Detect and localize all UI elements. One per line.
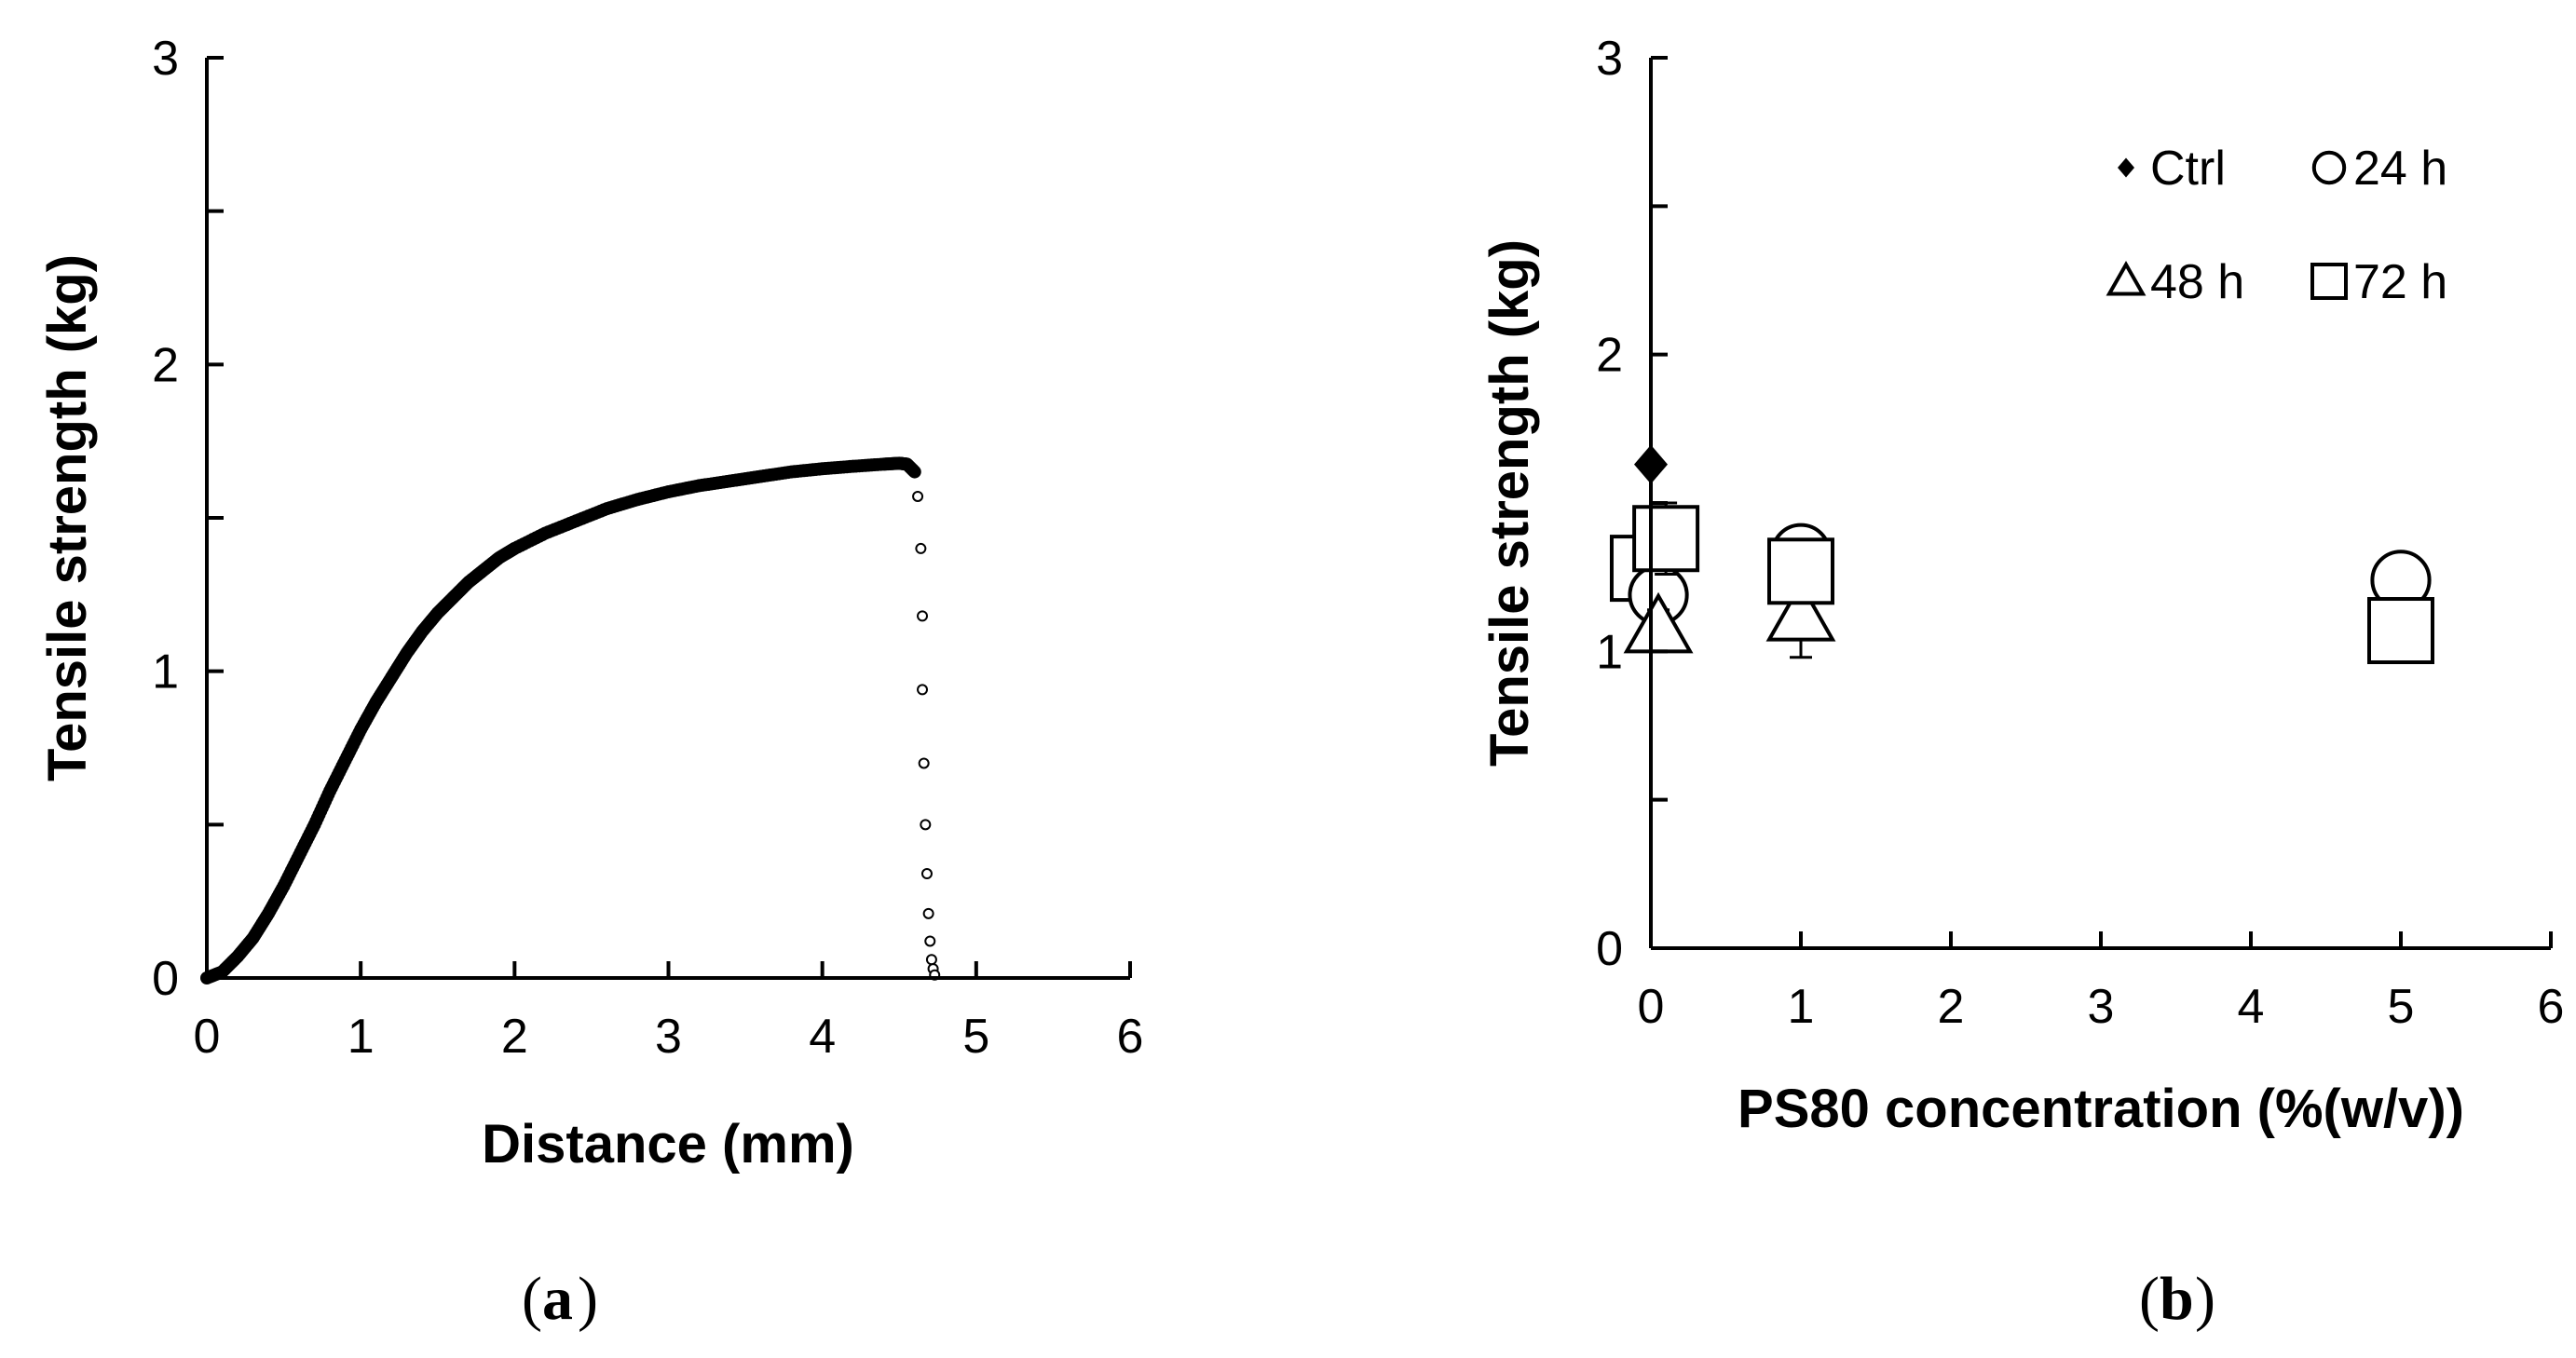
panel-b-legend-label-ctrl: Ctrl <box>2150 142 2226 196</box>
panel-b-legend-label-72-h: 72 h <box>2353 255 2447 309</box>
panel-b-ticks: 0 1 2 3 0 1 2 3 4 5 6 <box>1596 32 2564 1034</box>
panel-b-legend-marker-24-h <box>2311 150 2347 185</box>
panel-a-y-tick-label: 0 <box>152 952 179 1006</box>
panel-a-y-axis-title: Tensile strength (kg) <box>37 254 98 781</box>
panel-b-legend-marker-48-h <box>2106 260 2147 296</box>
panel-b-legend-marker-ctrl <box>2118 157 2134 178</box>
panel-b-x-axis-title: PS80 concentration (%(w/v)) <box>1738 1079 2464 1139</box>
panel-a-drop-point <box>917 610 929 622</box>
panel-b-legend-label-48-h: 48 h <box>2150 255 2244 309</box>
panel-a-x-tick-label: 0 <box>194 1010 221 1064</box>
panel-a-drop-point <box>912 490 924 502</box>
panel-a-label-close-paren: ) <box>578 1265 598 1333</box>
panel-b-point-48-h <box>1765 580 1836 642</box>
panel-a-ticks: 0 1 2 3 0 1 2 3 4 5 6 <box>152 32 1143 1064</box>
panel-a-curve-point <box>907 465 921 479</box>
panel-b-y-tick-label: 3 <box>1596 32 1623 86</box>
panel-a-y-tick-label: 2 <box>152 338 179 392</box>
panel-b-x-tick-label: 4 <box>2238 980 2265 1034</box>
panel-b-x-tick-label: 3 <box>2088 980 2115 1034</box>
panel-a-x-tick-label: 6 <box>1117 1010 1144 1064</box>
panel-a-x-tick-label: 2 <box>501 1010 528 1064</box>
panel-b-y-axis-title: Tensile strength (kg) <box>1479 239 1540 767</box>
panel-b-point-72-h <box>1632 505 1700 573</box>
panel-a-drop-point <box>922 907 934 919</box>
panel-a-x-axis-title: Distance (mm) <box>482 1114 854 1175</box>
panel-b-x-tick-label: 6 <box>2538 980 2565 1034</box>
panel-a-drop-point <box>925 954 937 966</box>
panel-b-y-tick-label: 1 <box>1596 625 1623 679</box>
panel-b-point-72-h <box>2367 597 2434 665</box>
panel-a-plot-marks <box>200 456 941 985</box>
panel-b-label-open-paren: ( <box>2139 1265 2160 1333</box>
panel-b-x-tick-label: 5 <box>2388 980 2415 1034</box>
panel-a-y-tick-label: 3 <box>152 32 179 86</box>
panel-a: 0 1 2 3 0 1 2 3 4 5 6 Distance (mm) Tensile streng… <box>37 32 1143 1333</box>
panel-b-plot-marks <box>1609 444 2434 665</box>
panel-b-label: ( b ) <box>2139 1265 2215 1333</box>
panel-a-drop-point <box>915 542 927 554</box>
panel-a-y-tick-label: 1 <box>152 645 179 699</box>
panel-b-legend-label-24-h: 24 h <box>2353 142 2447 196</box>
panel-a-drop-point <box>917 684 929 696</box>
panel-b-legend-marker-72-h <box>2310 263 2348 300</box>
panel-a-label: ( a ) <box>522 1265 598 1333</box>
panel-a-x-tick-label: 1 <box>348 1010 375 1064</box>
panel-b-label-letter: b <box>2160 1265 2194 1333</box>
panel-b-point-72-h <box>1767 537 1834 605</box>
panel-b-y-tick-label: 0 <box>1596 922 1623 976</box>
panel-b-x-tick-label: 1 <box>1788 980 1815 1034</box>
panel-a-drop-point <box>920 819 932 831</box>
panel-a-x-tick-label: 5 <box>962 1010 989 1064</box>
panel-a-drop-point <box>918 757 930 769</box>
panel-b-label-close-paren: ) <box>2195 1265 2215 1333</box>
panel-a-label-open-paren: ( <box>522 1265 542 1333</box>
panel-a-drop-point <box>924 935 936 947</box>
panel-a-x-tick-label: 3 <box>655 1010 682 1064</box>
panel-a-label-letter: a <box>542 1265 573 1333</box>
panel-b-x-tick-label: 0 <box>1638 980 1665 1034</box>
panel-a-x-tick-label: 4 <box>809 1010 836 1064</box>
panel-b-x-tick-label: 2 <box>1938 980 1965 1034</box>
panel-b-legend: Ctrl 24 h 48 h 72 h <box>2106 142 2447 309</box>
panel-b-y-tick-label: 2 <box>1596 329 1623 383</box>
panel-a-drop-point <box>920 868 933 880</box>
